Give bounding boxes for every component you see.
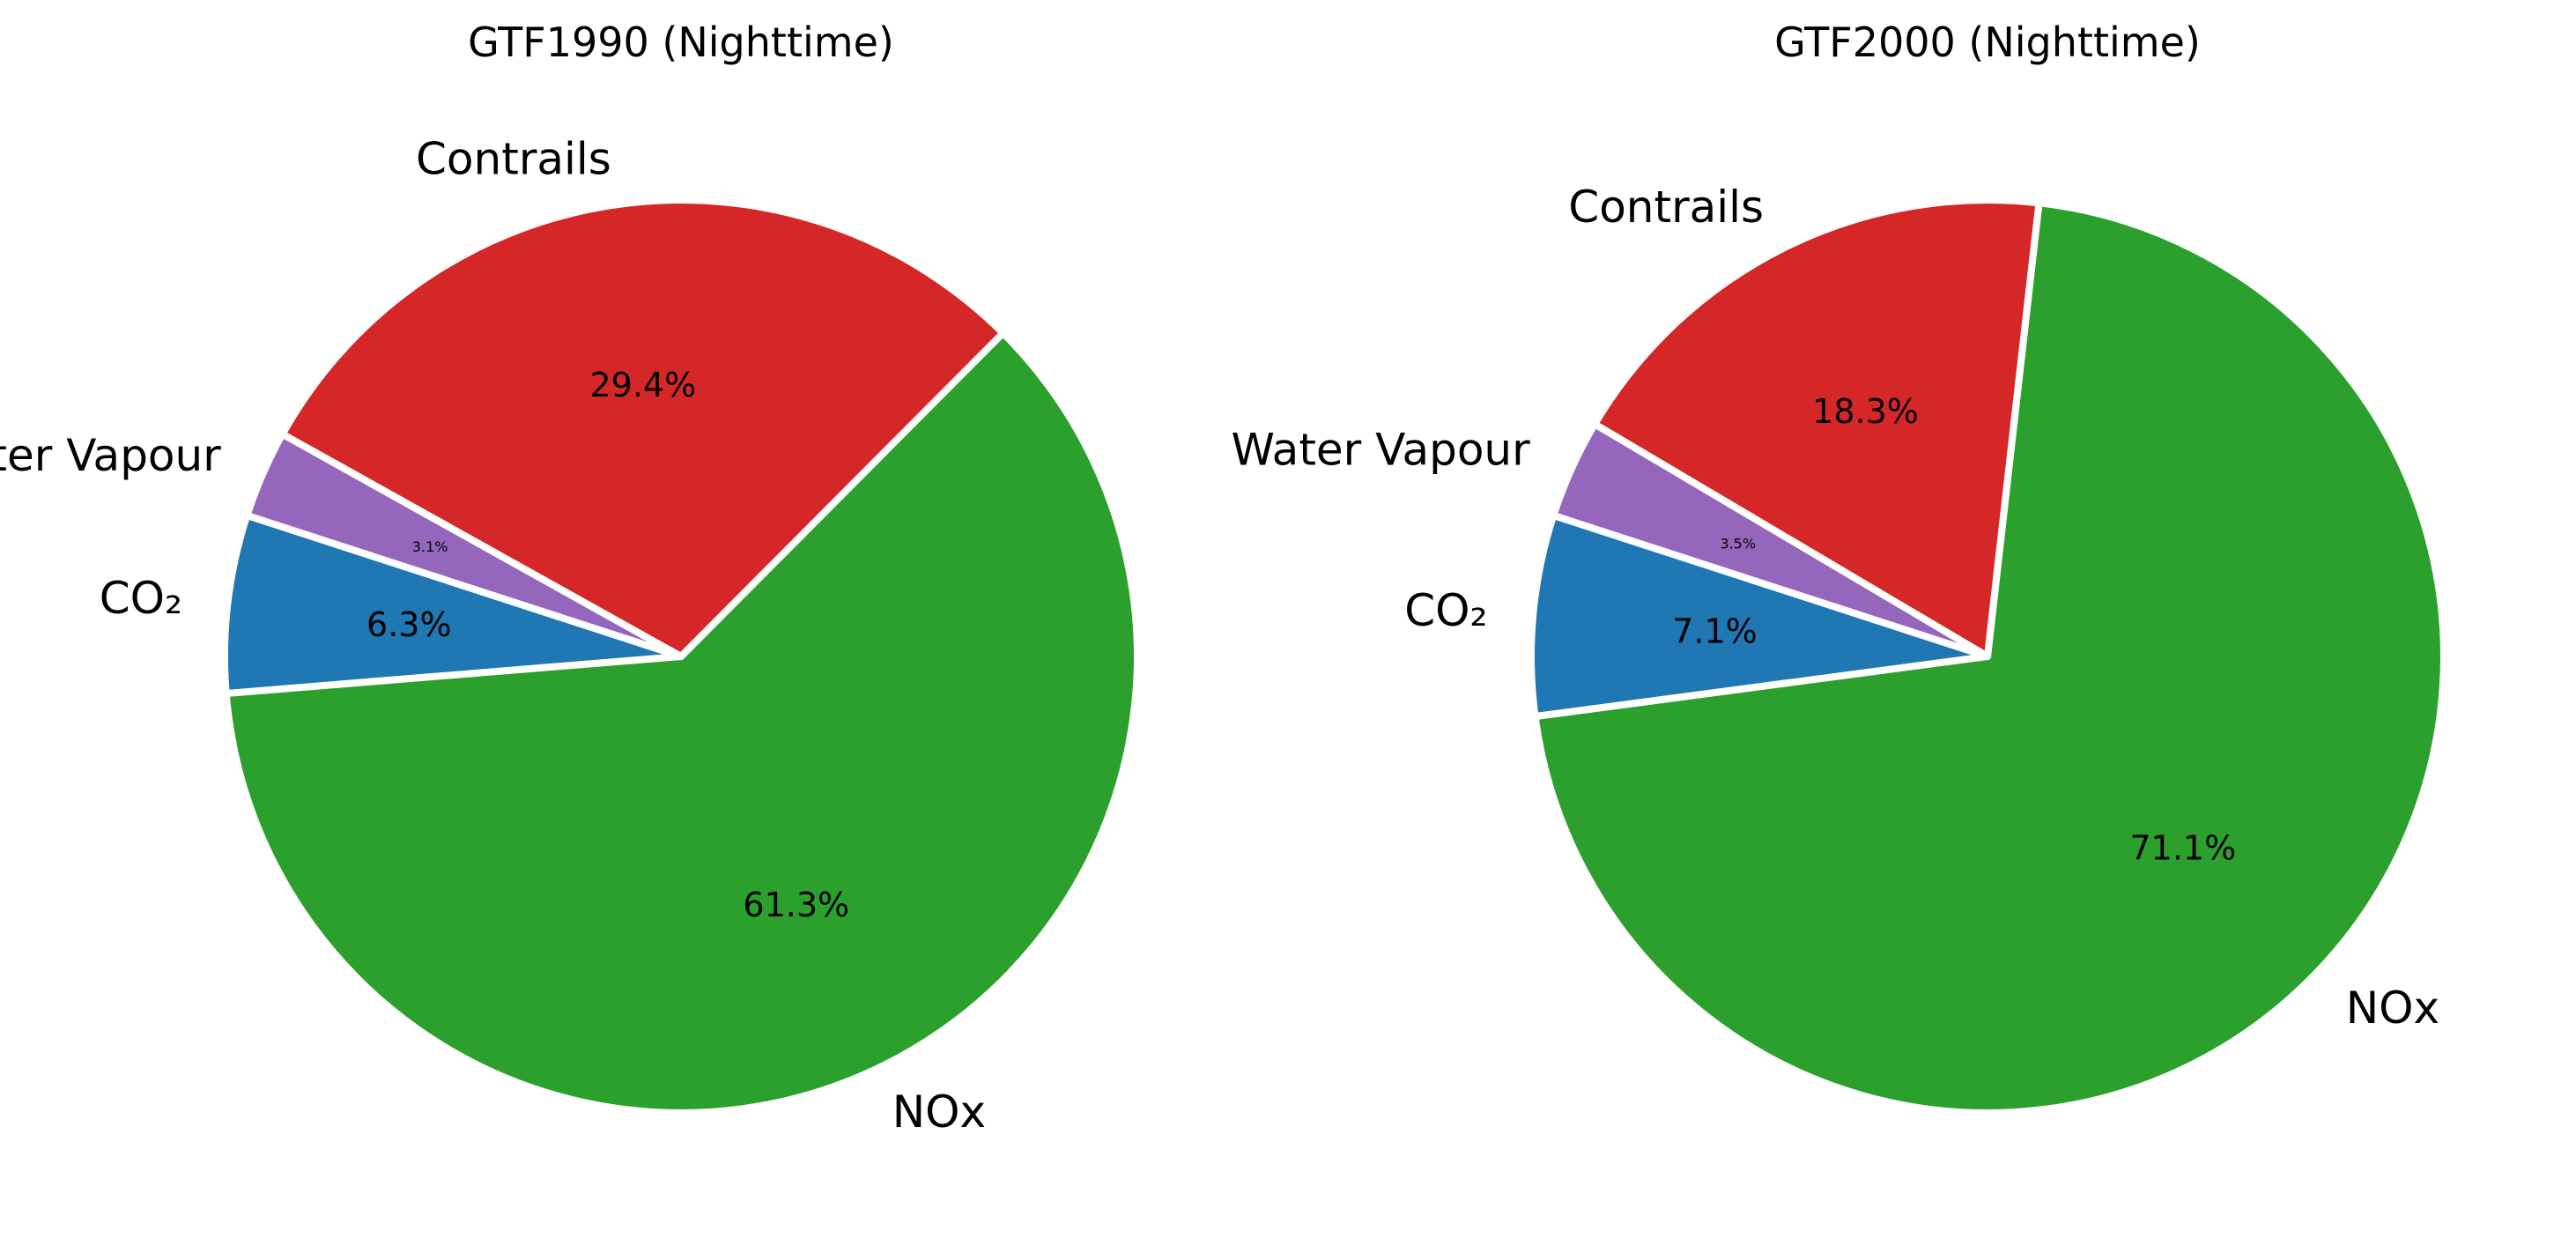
pct-label-nox-gtf2000: 71.1% <box>2129 829 2236 868</box>
pie-slice-co2-gtf1990 <box>221 511 685 698</box>
slice-label-water-vapour-gtf2000: Water Vapour <box>1231 425 1530 476</box>
slice-label-co2-gtf2000: CO₂ <box>1404 585 1487 636</box>
slice-label-contrails-gtf2000: Contrails <box>1568 182 1764 233</box>
pie-chart-gtf2000: GTF2000 (Nighttime) 7.1% CO₂ 71.1% NOx 18.3%… <box>1231 19 2447 1116</box>
pct-label-co2-gtf2000: 7.1% <box>1672 612 1758 651</box>
slice-label-co2-gtf1990: CO₂ <box>100 573 182 624</box>
chart-title-gtf1990: GTF1990 (Nighttime) <box>468 19 894 66</box>
pct-label-water-vapour-gtf2000: 3.5% <box>1720 536 1756 552</box>
pie-chart-gtf1990: GTF1990 (Nighttime) 6.3% CO₂ 61.3% NOx 29.4%… <box>0 19 1141 1138</box>
pie-slice-water-vapour-gtf2000 <box>1550 420 1991 660</box>
pct-label-nox-gtf1990: 61.3% <box>743 886 849 924</box>
pct-label-contrails-gtf1990: 29.4% <box>589 366 696 404</box>
slice-label-contrails-gtf1990: Contrails <box>416 134 611 185</box>
slice-label-nox-gtf2000: NOx <box>2346 982 2439 1034</box>
pie-slice-water-vapour-gtf1990 <box>243 430 685 660</box>
slice-label-water-vapour-gtf1990: Water Vapour <box>0 430 221 481</box>
pie-slice-nox-gtf1990 <box>222 329 1141 1117</box>
pct-label-co2-gtf1990: 6.3% <box>366 605 452 644</box>
pct-label-contrails-gtf2000: 18.3% <box>1812 392 1919 431</box>
pie-slice-contrails-gtf2000 <box>1591 196 2043 660</box>
slice-label-nox-gtf1990: NOx <box>892 1086 986 1138</box>
pie-slice-co2-gtf2000 <box>1528 511 1991 721</box>
chart-title-gtf2000: GTF2000 (Nighttime) <box>1774 19 2201 66</box>
pie-slice-contrails-gtf1990 <box>278 196 1007 660</box>
pct-label-water-vapour-gtf1990: 3.1% <box>412 538 448 555</box>
